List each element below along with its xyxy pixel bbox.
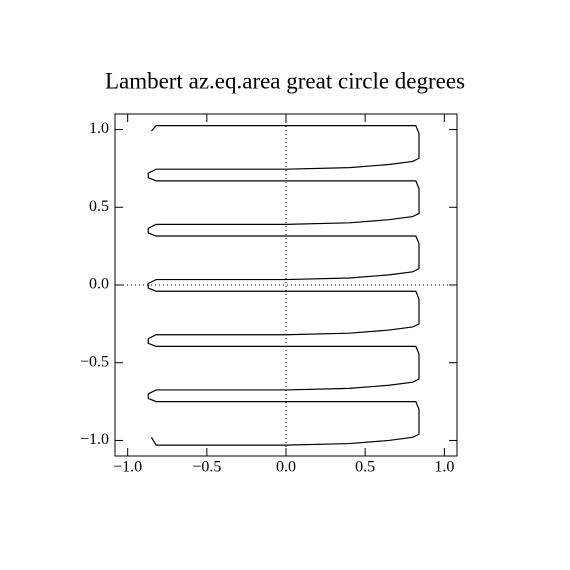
chart-title: Lambert az.eq.area great circle degrees [105, 68, 465, 93]
data-line [147, 125, 420, 446]
x-tick-label: 1.0 [434, 459, 454, 476]
y-tick-label: −1.0 [80, 431, 109, 448]
x-tick-label: −0.5 [192, 459, 221, 476]
x-tick-label: −1.0 [113, 459, 142, 476]
y-tick-label: 0.0 [89, 276, 109, 293]
y-tick-label: −0.5 [80, 353, 109, 370]
x-tick-label: 0.0 [276, 459, 296, 476]
x-tick-label: 0.5 [355, 459, 375, 476]
y-tick-label: 0.5 [89, 198, 109, 215]
plot-frame [114, 113, 458, 457]
y-tick-label: 1.0 [89, 120, 109, 137]
